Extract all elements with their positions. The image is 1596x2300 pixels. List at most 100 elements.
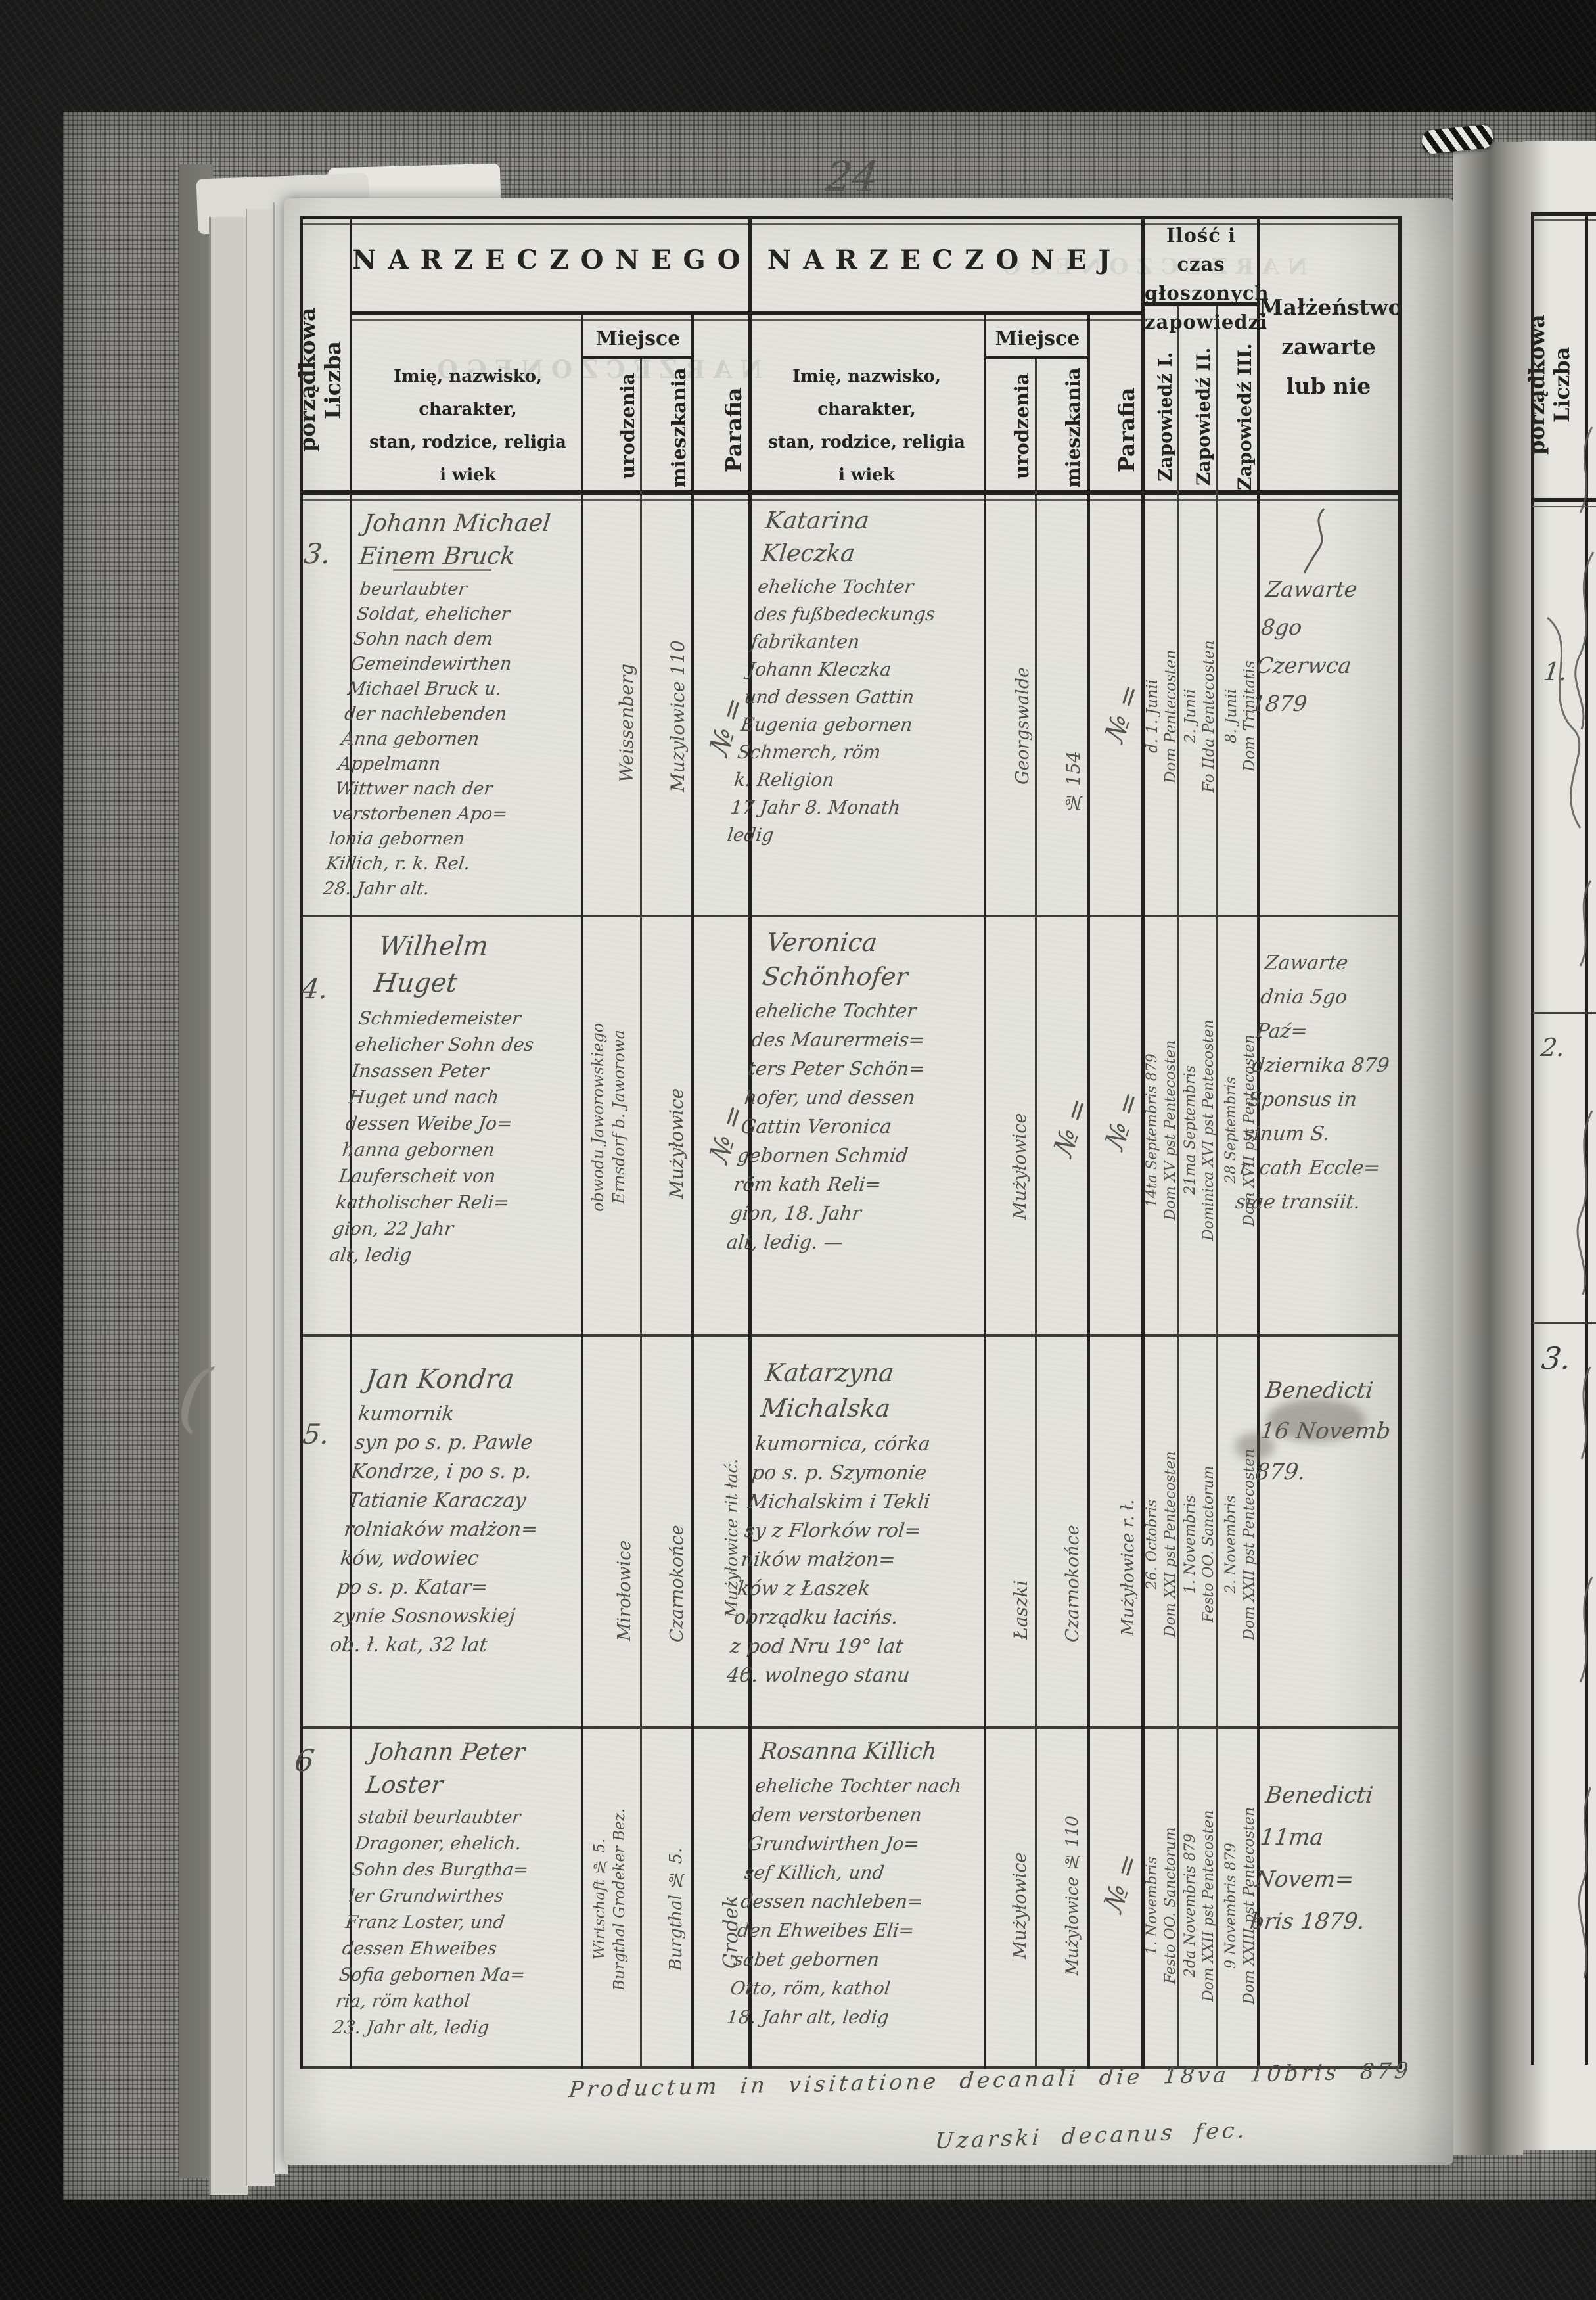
ink-smudge — [1267, 1398, 1365, 1442]
column-rule — [581, 315, 583, 2069]
groom-residence: Czarnokońce — [667, 1525, 687, 1643]
table-border — [1532, 212, 1596, 216]
bride-entry-body: kumornica, córka po s. p. Szymonie Micha… — [725, 1433, 932, 1687]
column-rule — [1257, 216, 1260, 2069]
page-stack-edge — [209, 217, 248, 2195]
header-bride-place: Miejsce — [995, 327, 1080, 350]
bride-entry-body: eheliche Tochter des Maurermeis= ters Pe… — [725, 1000, 926, 1253]
groom-entry-title: Johann Michael Einem Bruck — [357, 510, 553, 570]
column-rule — [1216, 306, 1218, 2069]
handwriting-fragment — [1547, 426, 1595, 1979]
bride-entry-body: eheliche Tochter nach dem verstorbenen G… — [725, 1775, 963, 2028]
bride-residence: Czarnokońce — [1062, 1525, 1083, 1643]
groom-entry-body: stabil beurlaubter Dragoner, ehelich. So… — [331, 1807, 530, 2038]
header-ordinal: Liczba porządkowa — [294, 307, 346, 453]
column-rule — [1087, 315, 1090, 2069]
header-marriage: Małżeństwo zawarte lub nie — [1259, 294, 1403, 399]
bann2-entry: Festo OO. Sanctorum 1. Novembris — [1182, 1465, 1217, 1623]
header-bride-residence: mieszkania — [1062, 367, 1084, 488]
bride-entry-body: eheliche Tochter des fußbedeckungs fabri… — [726, 576, 937, 846]
groom-entry-title: Wilhelm Huget — [372, 931, 490, 998]
row-divider — [301, 1334, 1401, 1337]
table-border — [301, 216, 1401, 219]
header-groom-parish: Parafia — [721, 387, 746, 472]
bann2-entry: Fo IIda Pentecosten 2. Junii — [1182, 640, 1218, 793]
bride-birthplace: Mużyłowice — [1010, 1113, 1030, 1220]
header-bottom-rule — [301, 490, 1401, 495]
groom-residence: Mużyłowice — [666, 1088, 687, 1199]
groom-entry-title: Jan Kondra — [363, 1364, 516, 1394]
bann1-entry: Dom XV pst Pentecosten 14ta Septembris 8… — [1144, 1040, 1179, 1221]
row-number: 5. — [300, 1418, 332, 1450]
bride-residence: № 154 — [1062, 750, 1084, 814]
groom-residence: Burgthal № 5. — [666, 1847, 686, 1971]
bride-entry-title: Rosanna Killich — [758, 1738, 938, 1764]
header-groom-group: NARZECZONEGO — [352, 244, 752, 275]
header-bann2: Zapowiedź II. — [1193, 347, 1214, 486]
book-gutter — [1453, 142, 1523, 2155]
header-banns-group: Ilość i czas głoszonych zapowiedzi — [1145, 224, 1269, 333]
column-rule — [300, 216, 303, 2069]
miejsce-underline — [986, 356, 1089, 359]
groom-entry-body: beurlaubter Soldat, ehelicher Sohn nach … — [321, 579, 513, 899]
column-rule — [1177, 306, 1179, 2069]
header-bottom-rule — [1532, 506, 1596, 507]
column-rule — [1531, 212, 1534, 2065]
bann2-entry: Dominica XVI pst Pentecosten 21ma Septem… — [1182, 1019, 1217, 1241]
bride-birthplace: Łaszki — [1010, 1580, 1032, 1640]
bann3-entry: Dom XXII pst Pentecosten 2. Novembris — [1223, 1448, 1258, 1640]
bann1-entry: Dom XXI pst Pentecosten 26. Octobris — [1144, 1451, 1179, 1638]
groom-entry-body: kumornik syn po s. p. Pawle Kondrze, i p… — [328, 1402, 539, 1657]
table-bottom-rule — [301, 2066, 1401, 2069]
header-groom-details: Imię, nazwisko, charakter, stan, rodzice… — [369, 367, 566, 485]
bride-parish: Mużyłowice r. ł. — [1118, 1499, 1138, 1636]
header-groom-birth: urodzenia — [616, 373, 639, 479]
bride-entry-title: Veronica Schönhofer — [760, 928, 910, 991]
header-bride-birth: urodzenia — [1011, 373, 1033, 479]
pen-flourish — [1303, 507, 1325, 574]
table-border — [301, 223, 1401, 225]
column-rule — [984, 315, 986, 2069]
pencil-underline — [393, 569, 491, 571]
bride-residence: Mużyłowice № 110 — [1062, 1816, 1082, 1976]
bann1-entry: Festo OO. Sanctorum 1. Novembris — [1144, 1827, 1179, 1985]
column-rule — [350, 216, 352, 2069]
row-divider — [301, 1726, 1401, 1729]
header-bride-parish: Parafia — [1114, 387, 1139, 472]
column-rule — [691, 315, 694, 2069]
header-bottom-rule — [301, 499, 1401, 501]
bann2-entry: Dom XXII pst Pentecosten 2da Novembris 8… — [1182, 1810, 1217, 2002]
header-groom-residence: mieszkania — [668, 367, 690, 488]
bride-birthplace: Mużyłowice — [1010, 1852, 1030, 1960]
miejsce-underline — [583, 356, 693, 359]
groom-birthplace: Mirołowice — [614, 1540, 635, 1641]
group-underline — [352, 319, 1143, 321]
header-groom-place: Miejsce — [595, 327, 681, 350]
table-border — [1532, 219, 1596, 221]
bride-entry-title: Katarzyna Michalska — [759, 1358, 896, 1423]
column-rule — [1141, 216, 1145, 2069]
groom-entry-title: Johann Peter Loster — [364, 1739, 526, 1799]
cover-board-edge — [179, 164, 213, 2178]
row-divider — [301, 915, 1401, 917]
column-rule — [1398, 216, 1402, 2069]
groom-birthplace: Weissenberg — [616, 663, 637, 783]
bride-entry-title: Katarina Kleczka — [760, 507, 871, 567]
page-number: 24 — [823, 152, 881, 200]
header-bann1: Zapowiedź I. — [1154, 352, 1176, 482]
bann1-entry: Dom Pentecosten d. 1. Junii — [1144, 649, 1179, 783]
column-rule — [1035, 359, 1037, 2069]
column-rule — [748, 216, 752, 2069]
header-bottom-rule — [1532, 498, 1596, 502]
bride-birthplace: Georgswalde — [1013, 667, 1033, 785]
groom-entry-body: Schmiedemeister ehelicher Sohn des Insas… — [328, 1007, 536, 1266]
page-stack-edge — [246, 209, 275, 2186]
groom-birthplace: Burgthal Grodeker Bez. Wirtschaft № 5. — [591, 1808, 628, 1990]
ink-smudge — [1235, 1433, 1275, 1460]
header-bride-details: Imię, nazwisko, charakter, stan, rodzice… — [768, 367, 965, 485]
row-divider — [1532, 1012, 1596, 1014]
row-number: 4. — [299, 973, 331, 1005]
marriage-result: Zawarte 8go Czerwca 1879 — [1250, 576, 1359, 716]
banns-underline — [1143, 302, 1259, 306]
marriage-result: Benedicti 11ma Novem= bris 1879. — [1248, 1782, 1375, 1935]
